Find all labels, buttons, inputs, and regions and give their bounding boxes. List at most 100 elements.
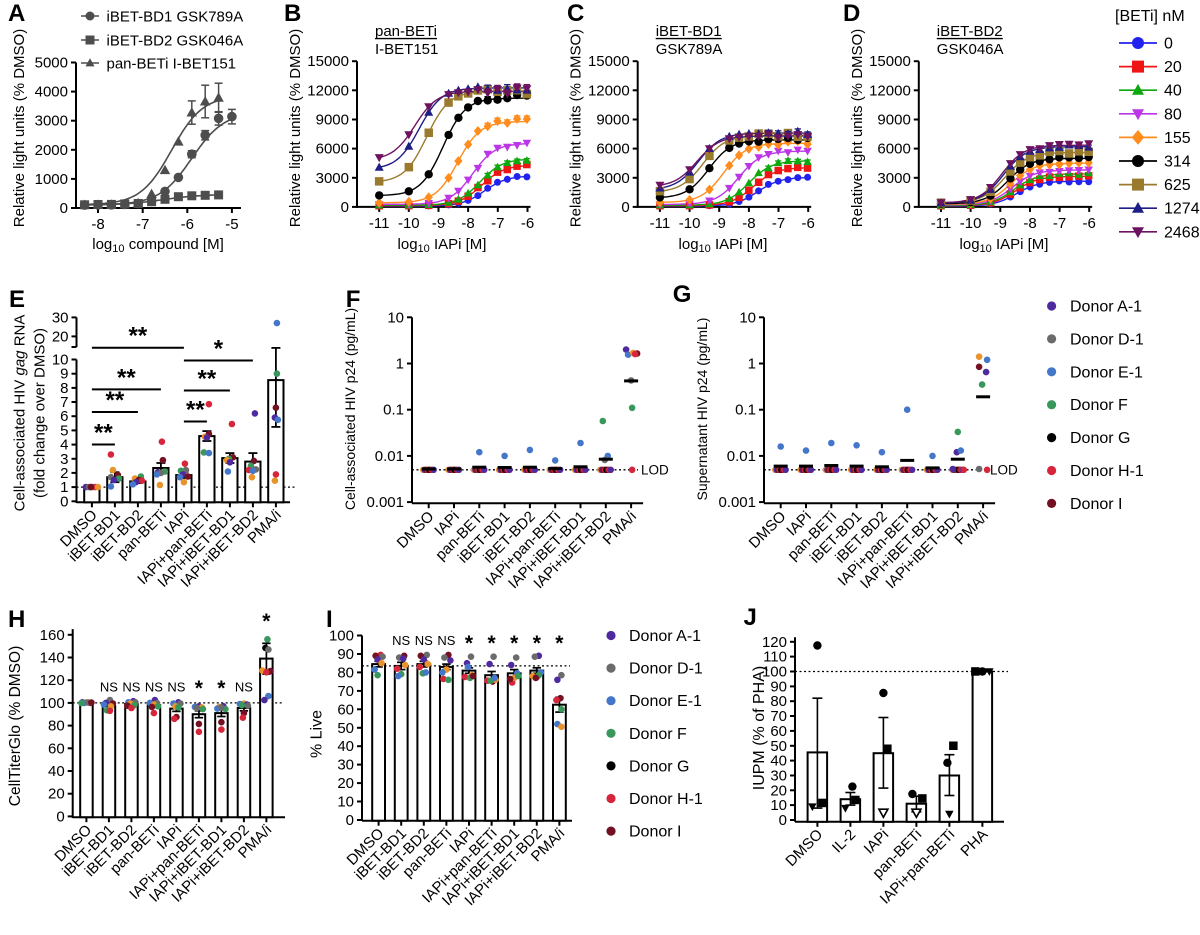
- svg-text:log10 IAPi [M]: log10 IAPi [M]: [960, 236, 1049, 255]
- svg-text:3: 3: [60, 451, 68, 468]
- svg-text:0: 0: [779, 812, 787, 829]
- svg-text:3000: 3000: [596, 170, 629, 187]
- svg-text:80: 80: [1164, 106, 1182, 123]
- svg-text:80: 80: [337, 664, 354, 681]
- svg-text:5000: 5000: [35, 55, 68, 72]
- svg-text:60: 60: [48, 740, 65, 757]
- svg-text:160: 160: [40, 627, 65, 644]
- svg-text:-7: -7: [772, 215, 785, 232]
- svg-text:Donor E-1: Donor E-1: [629, 693, 702, 710]
- svg-text:120: 120: [762, 634, 787, 651]
- svg-text:5: 5: [60, 422, 68, 439]
- svg-text:0.001: 0.001: [718, 494, 756, 511]
- svg-text:Donor A-1: Donor A-1: [629, 628, 701, 645]
- svg-text:6000: 6000: [596, 141, 629, 158]
- svg-text:**: **: [117, 364, 136, 391]
- svg-text:iBET-BD2 GSK046A: iBET-BD2 GSK046A: [107, 32, 244, 49]
- svg-text:20: 20: [337, 775, 354, 792]
- svg-text:-9: -9: [432, 215, 445, 232]
- svg-text:**: **: [186, 397, 205, 424]
- svg-text:-8: -8: [742, 215, 755, 232]
- svg-text:3000: 3000: [877, 170, 910, 187]
- svg-text:10: 10: [337, 794, 354, 811]
- svg-text:-11: -11: [650, 215, 671, 232]
- svg-text:Relative light units (% DMSO): Relative light units (% DMSO): [568, 29, 585, 227]
- svg-text:0.1: 0.1: [735, 402, 756, 419]
- svg-text:*: *: [488, 632, 497, 655]
- svg-text:9000: 9000: [877, 112, 910, 129]
- svg-text:log10 IAPi [M]: log10 IAPi [M]: [398, 236, 487, 255]
- svg-text:100: 100: [329, 628, 354, 645]
- svg-text:-11: -11: [369, 215, 390, 232]
- svg-text:1000: 1000: [35, 171, 68, 188]
- svg-text:50: 50: [337, 720, 354, 737]
- svg-text:0: 0: [60, 200, 68, 217]
- svg-text:G: G: [673, 281, 692, 308]
- svg-text:NS: NS: [235, 680, 253, 695]
- svg-text:-8: -8: [1023, 215, 1036, 232]
- svg-text:*: *: [217, 677, 226, 700]
- svg-text:NS: NS: [167, 680, 185, 695]
- svg-text:20: 20: [52, 328, 69, 345]
- svg-text:70: 70: [770, 708, 787, 725]
- svg-text:1: 1: [396, 356, 404, 373]
- svg-text:*: *: [214, 336, 224, 363]
- svg-text:100: 100: [40, 695, 65, 712]
- svg-text:90: 90: [337, 646, 354, 663]
- svg-text:0: 0: [56, 808, 64, 825]
- svg-text:90: 90: [770, 678, 787, 695]
- svg-text:I-BET151: I-BET151: [375, 41, 438, 58]
- svg-text:2: 2: [60, 465, 68, 482]
- svg-text:Cell-associated HIV gag RNA: Cell-associated HIV gag RNA: [12, 315, 29, 512]
- svg-text:**: **: [129, 323, 148, 350]
- svg-text:J: J: [744, 604, 757, 631]
- svg-text:IUPM (% of PHA): IUPM (% of PHA): [751, 666, 768, 790]
- svg-text:20: 20: [1164, 59, 1182, 76]
- svg-text:0.01: 0.01: [375, 448, 404, 465]
- svg-text:3000: 3000: [316, 170, 349, 187]
- svg-text:D: D: [843, 0, 860, 27]
- svg-text:-9: -9: [713, 215, 726, 232]
- svg-text:-5: -5: [225, 216, 238, 233]
- svg-text:40: 40: [337, 738, 354, 755]
- svg-text:H: H: [8, 606, 25, 633]
- svg-text:110: 110: [763, 649, 787, 666]
- svg-text:log10 compound [M]: log10 compound [M]: [92, 236, 224, 255]
- svg-text:0.001: 0.001: [366, 494, 404, 511]
- svg-text:*: *: [195, 677, 204, 700]
- svg-text:-9: -9: [994, 215, 1007, 232]
- svg-text:30: 30: [337, 757, 354, 774]
- svg-text:-8: -8: [91, 216, 104, 233]
- svg-text:NS: NS: [415, 633, 433, 648]
- svg-text:-10: -10: [398, 215, 420, 232]
- svg-text:140: 140: [40, 650, 65, 667]
- svg-text:10: 10: [770, 797, 787, 814]
- svg-text:0: 0: [341, 199, 349, 216]
- svg-text:120: 120: [40, 672, 65, 689]
- svg-text:GSK046A: GSK046A: [937, 41, 1004, 58]
- svg-text:F: F: [346, 286, 361, 313]
- svg-text:9000: 9000: [596, 112, 629, 129]
- svg-text:60: 60: [337, 701, 354, 718]
- svg-text:625: 625: [1164, 177, 1191, 194]
- svg-text:*: *: [510, 632, 519, 655]
- svg-text:60: 60: [770, 723, 787, 740]
- svg-text:*: *: [555, 632, 564, 655]
- svg-text:NS: NS: [437, 633, 455, 648]
- svg-text:-7: -7: [136, 216, 149, 233]
- svg-text:100: 100: [762, 664, 787, 681]
- svg-text:Donor G: Donor G: [629, 758, 689, 775]
- svg-text:2468: 2468: [1164, 224, 1200, 241]
- svg-text:10: 10: [52, 352, 69, 369]
- svg-text:Donor G: Donor G: [1070, 430, 1130, 447]
- svg-text:-6: -6: [521, 215, 534, 232]
- svg-text:NS: NS: [392, 633, 410, 648]
- svg-text:12000: 12000: [307, 82, 349, 99]
- svg-text:15000: 15000: [869, 53, 911, 70]
- svg-text:C: C: [567, 0, 584, 27]
- svg-text:Supernatant HIV p24 (pg/mL): Supernatant HIV p24 (pg/mL): [694, 318, 710, 501]
- svg-text:6000: 6000: [316, 141, 349, 158]
- svg-text:9000: 9000: [316, 112, 349, 129]
- svg-text:LOD: LOD: [641, 462, 669, 477]
- svg-text:7: 7: [60, 394, 68, 411]
